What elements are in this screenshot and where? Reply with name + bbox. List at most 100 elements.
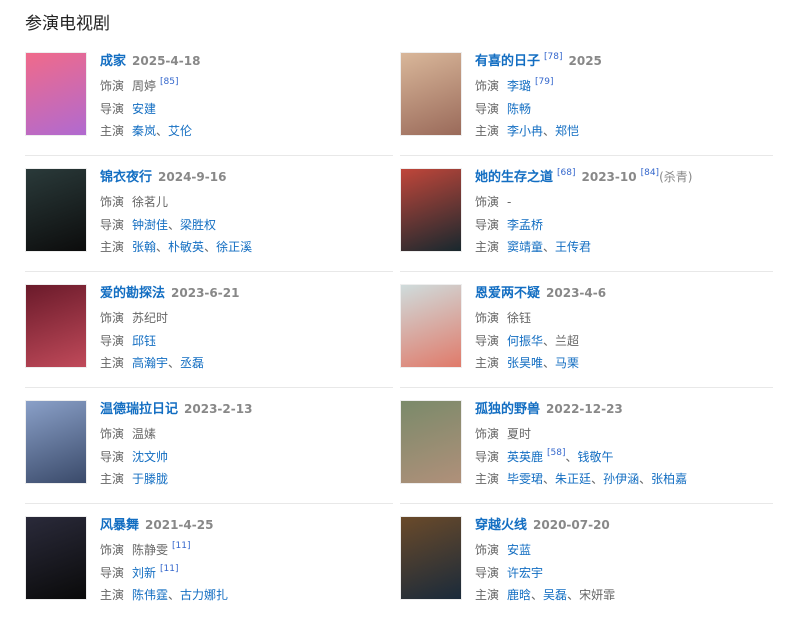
drama-info: 孤独的野兽 2022-12-23 饰演 夏时 导演 英英鹿 [58]、钱敬午 主演 毕雯珺、朱正… bbox=[475, 400, 687, 491]
person-name[interactable]: 毕雯珺 bbox=[507, 472, 544, 486]
person-name[interactable]: 孙伊涵 bbox=[603, 472, 640, 486]
poster-image[interactable] bbox=[25, 400, 87, 484]
person-name[interactable]: 徐正溪 bbox=[216, 240, 253, 254]
director-row: 导演 邱钰 bbox=[100, 330, 239, 353]
role-row: 饰演 徐茗儿 bbox=[100, 191, 252, 214]
drama-title-link[interactable]: 孤独的野兽 bbox=[475, 402, 541, 417]
drama-title-link[interactable]: 她的生存之道 bbox=[475, 170, 554, 185]
person-name[interactable]: 丞磊 bbox=[180, 356, 205, 370]
drama-title-link[interactable]: 锦衣夜行 bbox=[100, 170, 153, 185]
poster-image[interactable] bbox=[25, 516, 87, 600]
cast-row: 主演 鹿晗、吴磊、宋妍霏 bbox=[475, 584, 615, 607]
reference-link[interactable]: [58] bbox=[547, 447, 566, 458]
drama-title-link[interactable]: 成家 bbox=[100, 54, 127, 69]
cast-label: 主演 bbox=[100, 124, 125, 138]
release-date: 2023-4-6 bbox=[546, 286, 607, 300]
person-name[interactable]: 钟澍佳 bbox=[132, 217, 169, 232]
person-name[interactable]: 张翰 bbox=[132, 240, 157, 254]
person-name[interactable]: 安蓝 bbox=[507, 543, 532, 557]
director-label: 导演 bbox=[475, 101, 500, 116]
role-label: 饰演 bbox=[100, 195, 125, 209]
cast-row: 主演 于滕胧 bbox=[100, 468, 252, 491]
separator: 、 bbox=[543, 356, 556, 370]
director-row: 导演 沈文帅 bbox=[100, 446, 252, 469]
poster-image[interactable] bbox=[400, 168, 462, 252]
drama-title-link[interactable]: 恩爱两不疑 bbox=[475, 286, 541, 301]
person-name[interactable]: 朴敏英 bbox=[168, 240, 205, 254]
person-name[interactable]: 沈文帅 bbox=[132, 449, 169, 464]
reference-link[interactable]: [11] bbox=[160, 563, 179, 574]
drama-info: 风暴舞 2021-4-25 饰演 陈静雯 [11] 导演 刘新 [11] 主演 陈伟霆、古力娜扎 bbox=[100, 516, 228, 607]
poster-image[interactable] bbox=[25, 284, 87, 368]
cast-row: 主演 陈伟霆、古力娜扎 bbox=[100, 584, 228, 607]
person-name[interactable]: 艾伦 bbox=[168, 124, 193, 138]
poster-image[interactable] bbox=[400, 400, 462, 484]
director-row: 导演 何振华、兰超 bbox=[475, 330, 606, 353]
role-label: 饰演 bbox=[100, 79, 125, 93]
person-name[interactable]: 陈伟霆 bbox=[132, 588, 169, 602]
poster-image[interactable] bbox=[400, 52, 462, 136]
separator: 、 bbox=[565, 449, 578, 464]
reference-link[interactable]: [84] bbox=[640, 168, 660, 178]
person-name[interactable]: 张昊唯 bbox=[507, 356, 544, 370]
person-name[interactable]: 陈畅 bbox=[507, 101, 532, 116]
person-name[interactable]: 秦岚 bbox=[132, 124, 157, 138]
drama-item: 成家 2025-4-18 饰演 周婷 [85] 导演 安建 主演 秦岚、艾伦 bbox=[25, 52, 395, 138]
person-name[interactable]: 古力娜扎 bbox=[180, 588, 229, 602]
person-name[interactable]: 朱正廷 bbox=[555, 472, 592, 486]
person-name[interactable]: 钱敬午 bbox=[577, 449, 614, 464]
drama-item: 温德瑞拉日记 2023-2-13 饰演 温嫊 导演 沈文帅 主演 于滕胧 bbox=[25, 400, 395, 486]
person-name: 徐钰 bbox=[507, 311, 532, 325]
person-name[interactable]: 李小冉 bbox=[507, 124, 544, 138]
drama-title-link[interactable]: 穿越火线 bbox=[475, 518, 528, 533]
drama-title-link[interactable]: 有喜的日子 bbox=[475, 54, 541, 69]
person-name[interactable]: 何振华 bbox=[507, 333, 544, 348]
cast-label: 主演 bbox=[475, 240, 500, 254]
reference-link[interactable]: [79] bbox=[535, 77, 554, 87]
person-name[interactable]: 许宏宇 bbox=[507, 565, 544, 580]
cast-label: 主演 bbox=[475, 124, 500, 138]
person-name[interactable]: 王传君 bbox=[555, 240, 592, 254]
reference-link[interactable]: [78] bbox=[544, 52, 563, 62]
role-row: 饰演 徐钰 bbox=[475, 307, 606, 330]
poster-image[interactable] bbox=[25, 52, 87, 136]
drama-info: 恩爱两不疑 2023-4-6 饰演 徐钰 导演 何振华、兰超 主演 张昊唯、马栗 bbox=[475, 284, 606, 375]
person-name[interactable]: 高瀚宇 bbox=[132, 356, 169, 370]
person-name[interactable]: 安建 bbox=[132, 101, 157, 116]
reference-link[interactable]: [85] bbox=[160, 77, 179, 87]
person-name[interactable]: 英英鹿 bbox=[507, 449, 544, 464]
poster-image[interactable] bbox=[25, 168, 87, 252]
poster-image[interactable] bbox=[400, 284, 462, 368]
person-name[interactable]: 鹿晗 bbox=[507, 588, 532, 602]
divider bbox=[25, 155, 393, 156]
person-name[interactable]: 刘新 bbox=[132, 565, 157, 580]
divider bbox=[400, 155, 773, 156]
role-label: 饰演 bbox=[475, 427, 500, 441]
separator: 、 bbox=[204, 240, 217, 254]
person-name: 夏时 bbox=[507, 427, 532, 441]
person-name[interactable]: 梁胜权 bbox=[180, 217, 217, 232]
person-name[interactable]: 于滕胧 bbox=[132, 472, 169, 486]
reference-link[interactable]: [11] bbox=[172, 541, 191, 551]
drama-title-link[interactable]: 爱的勘探法 bbox=[100, 286, 166, 301]
reference-link[interactable]: [68] bbox=[557, 168, 576, 178]
separator: 、 bbox=[156, 240, 169, 254]
person-name[interactable]: 李孟桥 bbox=[507, 217, 544, 232]
person-name[interactable]: 张柏嘉 bbox=[651, 472, 688, 486]
role-row: 饰演 陈静雯 [11] bbox=[100, 539, 228, 562]
person-name[interactable]: 窦靖童 bbox=[507, 240, 544, 254]
person-name[interactable]: 吴磊 bbox=[543, 588, 568, 602]
person-name[interactable]: 郑恺 bbox=[555, 124, 580, 138]
person-name[interactable]: 李璐 bbox=[507, 79, 532, 93]
title-line: 孤独的野兽 2022-12-23 bbox=[475, 400, 687, 419]
drama-title-link[interactable]: 风暴舞 bbox=[100, 518, 140, 533]
release-date: 2023-2-13 bbox=[184, 402, 253, 416]
separator: 、 bbox=[639, 472, 652, 486]
separator: 、 bbox=[168, 356, 181, 370]
person-name[interactable]: 马栗 bbox=[555, 356, 580, 370]
separator: 、 bbox=[543, 124, 556, 138]
director-row: 导演 陈畅 bbox=[475, 98, 602, 121]
poster-image[interactable] bbox=[400, 516, 462, 600]
person-name[interactable]: 邱钰 bbox=[132, 333, 157, 348]
drama-title-link[interactable]: 温德瑞拉日记 bbox=[100, 402, 179, 417]
